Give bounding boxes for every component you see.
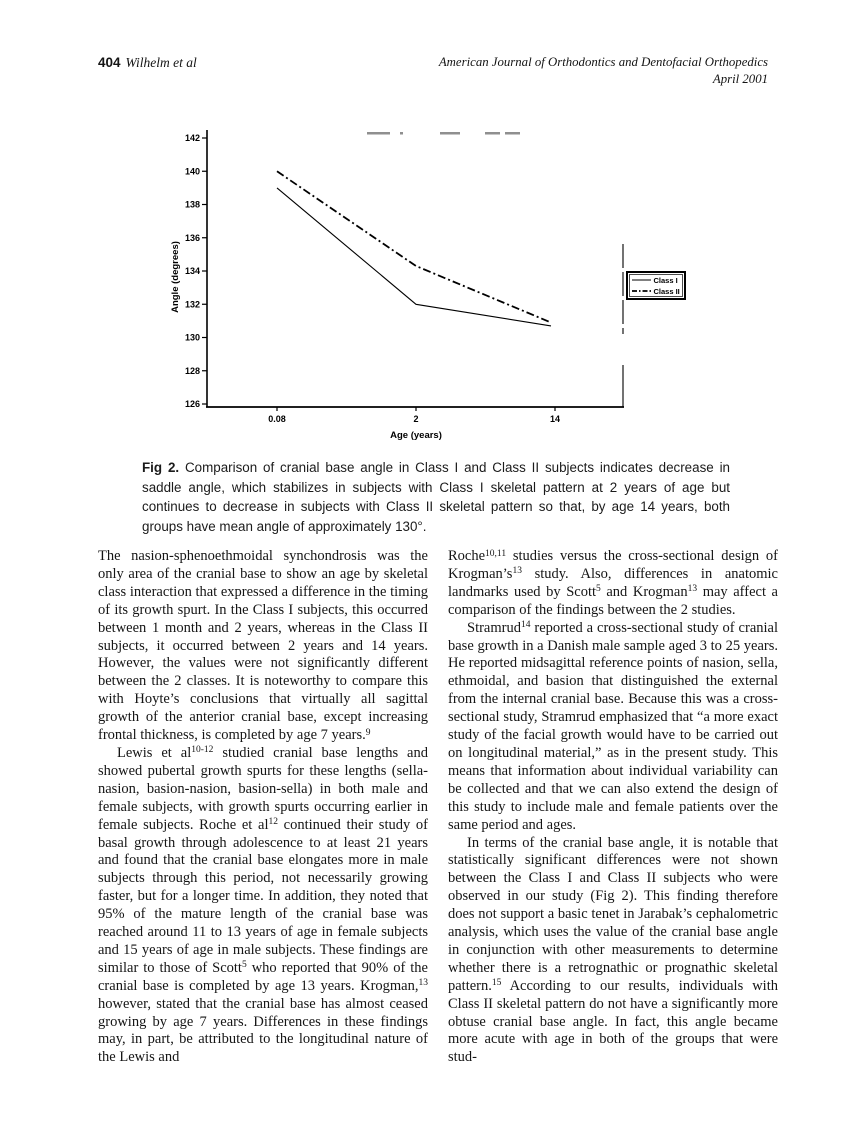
text-column-left: The nasion-sphenoethmoidal synchondrosis… bbox=[98, 548, 428, 1067]
citation-superscript: 15 bbox=[491, 978, 502, 989]
y-tick-label: 138 bbox=[185, 200, 200, 210]
citation-superscript: 13 bbox=[687, 584, 698, 595]
x-tick-label: 2 bbox=[413, 414, 418, 424]
legend-entry-label: Class I bbox=[654, 276, 678, 285]
degraded-title-mark bbox=[400, 132, 403, 135]
figure-caption: Fig 2. Comparison of cranial base angle … bbox=[142, 458, 730, 536]
degraded-title-mark bbox=[505, 132, 520, 135]
y-tick-label: 142 bbox=[185, 133, 200, 143]
x-tick-label: 14 bbox=[550, 414, 560, 424]
paragraph: Lewis et al10-12 studied cranial base le… bbox=[98, 744, 429, 1066]
citation-superscript: 13 bbox=[418, 978, 429, 989]
y-tick-label: 132 bbox=[185, 299, 200, 309]
journal-title: American Journal of Orthodontics and Den… bbox=[438, 55, 768, 69]
y-tick-label: 126 bbox=[185, 399, 200, 409]
running-head-left: 404 Wilhelm et al bbox=[98, 55, 197, 71]
figure-caption-text: Comparison of cranial base angle in Clas… bbox=[142, 460, 731, 534]
degraded-title-mark bbox=[367, 132, 390, 135]
citation-superscript: 5 bbox=[596, 584, 601, 595]
y-tick-label: 128 bbox=[185, 366, 200, 376]
citation-superscript: 14 bbox=[520, 620, 531, 631]
series-line-class-i bbox=[276, 187, 552, 327]
figure-label: Fig 2. bbox=[142, 460, 180, 475]
x-tick-label: 0.08 bbox=[268, 414, 286, 424]
paragraph: In terms of the cranial base angle, it i… bbox=[448, 834, 778, 1066]
citation-superscript: 12 bbox=[268, 817, 279, 828]
series-line-class-ii bbox=[276, 170, 552, 324]
y-axis-title: Angle (degrees) bbox=[170, 241, 181, 313]
legend-box-inner bbox=[629, 274, 683, 297]
paragraph: Stramrud14 reported a cross-sectional st… bbox=[448, 619, 778, 833]
x-axis-title: Age (years) bbox=[390, 430, 442, 441]
y-tick-label: 140 bbox=[185, 166, 200, 176]
y-tick-label: 134 bbox=[185, 266, 200, 276]
issue-date: April 2001 bbox=[712, 72, 768, 86]
citation-superscript: 5 bbox=[241, 960, 247, 971]
degraded-title-mark bbox=[485, 132, 500, 135]
y-tick-label: 130 bbox=[185, 333, 200, 343]
paragraph: The nasion-sphenoethmoidal synchondrosis… bbox=[98, 548, 428, 744]
legend-box bbox=[626, 271, 686, 300]
page-number: 404 bbox=[98, 55, 121, 70]
figure-2: 126 128 130 132 134 136 138 140 142 0.08 2 14 Age (y… bbox=[140, 115, 750, 455]
text-column-right: Roche10,11 studies versus the cross-sect… bbox=[448, 548, 778, 1067]
paragraph: Roche10,11 studies versus the cross-sect… bbox=[448, 548, 778, 618]
legend-entry-label: Class II bbox=[654, 287, 680, 296]
running-head-right: American Journal of Orthodontics and Den… bbox=[439, 54, 768, 88]
citation-superscript: 10,11 bbox=[485, 548, 507, 559]
citation-superscript: 10-12 bbox=[191, 745, 214, 756]
cranial-base-angle-chart: 126 128 130 132 134 136 138 140 142 0.08 2 14 Age (y… bbox=[170, 130, 686, 441]
y-tick-label: 136 bbox=[185, 233, 200, 243]
degraded-title-mark bbox=[440, 132, 460, 135]
citation-superscript: 13 bbox=[512, 566, 522, 577]
citation-superscript: 9 bbox=[365, 727, 371, 738]
running-authors: Wilhelm et al bbox=[125, 55, 197, 70]
